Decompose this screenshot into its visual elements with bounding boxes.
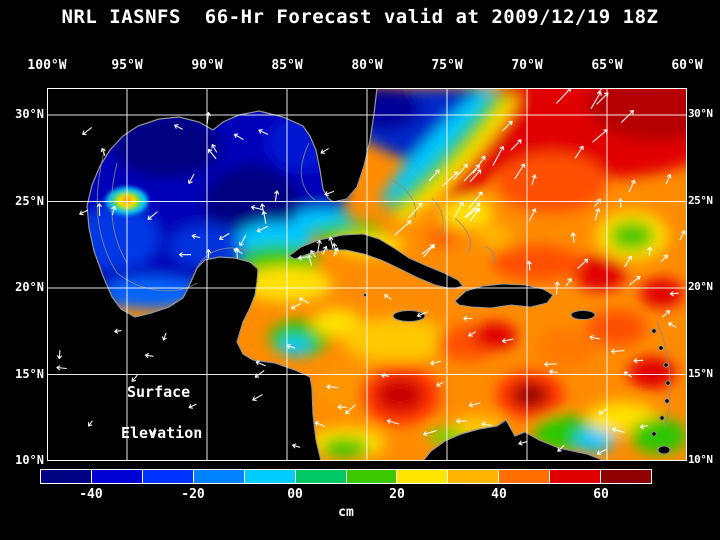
- vector-arrows-pacific-corner: [56, 328, 197, 436]
- island-jamaica: [392, 310, 426, 322]
- colorbar-tick: -20: [181, 487, 205, 502]
- island-puerto-rico: [570, 310, 596, 320]
- colorbar-tick-labels: -40 -20 00 20 40 60: [40, 487, 652, 504]
- bathymetry-contours: [96, 142, 671, 429]
- lon-label: 80°W: [351, 58, 383, 73]
- lat-label: 15°N: [15, 366, 44, 381]
- colorbar-segment: [244, 470, 295, 483]
- latitude-axis-right: 30°N 25°N 20°N 15°N 10°N: [688, 0, 720, 540]
- lon-label: 85°W: [271, 58, 303, 73]
- colorbar-segment: [41, 470, 91, 483]
- lat-label: 30°N: [688, 107, 713, 120]
- overlay-label-elevation: Elevation: [121, 424, 202, 442]
- lat-label: 10°N: [15, 453, 44, 467]
- vector-arrows-gulf-stream: [394, 88, 634, 258]
- colorbar-segment: [499, 470, 550, 483]
- colorbar-segment: [295, 470, 346, 483]
- longitude-axis: 100°W 95°W 90°W 85°W 80°W 75°W 70°W 65°W 60°W: [0, 58, 720, 74]
- island-trinidad: [657, 445, 671, 455]
- colorbar-unit-label: cm: [338, 505, 354, 520]
- latitude-axis-left: 30°N 25°N 20°N 15°N 10°N: [2, 0, 44, 540]
- lat-label: 20°N: [15, 280, 44, 294]
- vector-arrows-atlantic-east: [526, 174, 686, 318]
- current-vectors: [56, 88, 686, 455]
- vector-arrows-caribbean: [252, 291, 679, 455]
- colorbar-segment: [448, 470, 499, 483]
- lat-label: 10°N: [688, 453, 713, 466]
- colorbar-tick: -40: [79, 487, 103, 502]
- colorbar-segment: [193, 470, 244, 483]
- vector-arrows-gulf-of-mexico: [79, 111, 335, 261]
- lat-label: 20°N: [688, 280, 713, 293]
- colorbar-segment: [142, 470, 193, 483]
- colorbar-segment: [397, 470, 448, 483]
- lat-label: 15°N: [688, 366, 713, 380]
- lon-label: 70°W: [511, 58, 543, 73]
- lon-label: 90°W: [191, 58, 223, 73]
- lat-label: 25°N: [688, 193, 713, 207]
- lat-label: 25°N: [15, 193, 44, 208]
- lon-label: 60°W: [671, 58, 703, 73]
- lon-label: 100°W: [27, 58, 67, 73]
- colorbar-segment: [550, 470, 601, 483]
- map-frame: [47, 88, 687, 461]
- lon-label: 65°W: [591, 58, 623, 73]
- overlay-label-surface: Surface: [127, 383, 190, 401]
- colorbar-tick: 20: [389, 487, 405, 502]
- figure-title: NRL IASNFS 66-Hr Forecast valid at 2009/…: [61, 6, 659, 28]
- colorbar: [40, 469, 652, 484]
- lon-label: 75°W: [431, 58, 463, 73]
- colorbar-tick: 40: [491, 487, 507, 502]
- lon-label: 95°W: [111, 58, 143, 73]
- vector-arrows-yucatan-straits: [259, 190, 339, 266]
- map-canvas: Surface Elevation: [47, 88, 687, 461]
- colorbar-segment: [346, 470, 397, 483]
- elevation-field: [87, 88, 687, 461]
- island-cayman: [363, 293, 367, 297]
- island-hispaniola: [454, 283, 554, 309]
- colorbar-segment: [91, 470, 142, 483]
- graticule: [47, 88, 687, 461]
- colorbar-tick: 60: [593, 487, 609, 502]
- colorbar-segment: [601, 470, 652, 483]
- colorbar-tick: 00: [287, 487, 303, 502]
- lat-label: 30°N: [15, 107, 44, 121]
